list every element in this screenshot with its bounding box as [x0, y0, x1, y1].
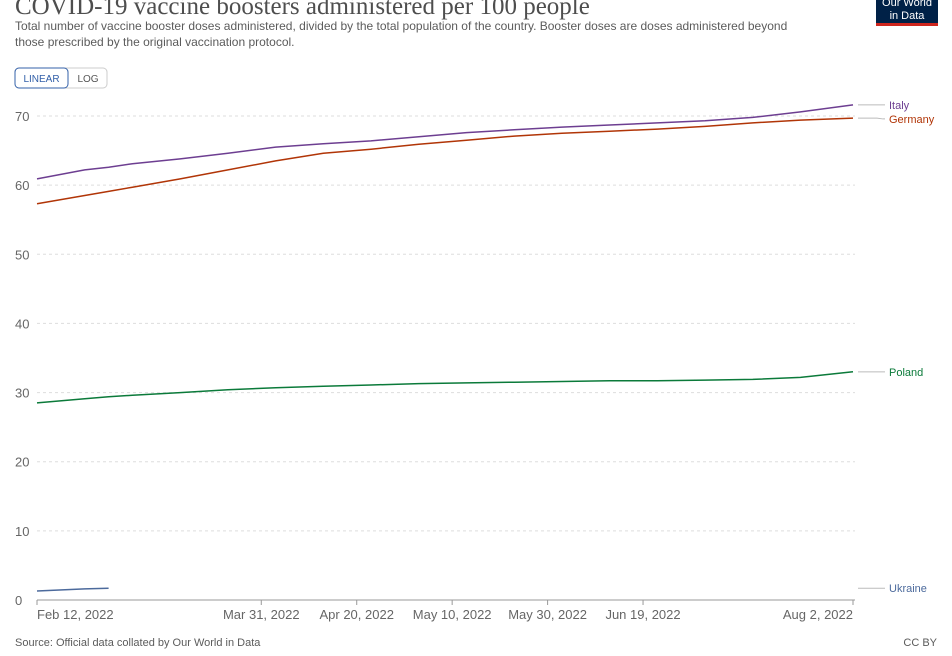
x-tick-label: Mar 31, 2022 [223, 607, 300, 622]
y-tick-label: 40 [15, 316, 29, 331]
x-tick-label: Aug 2, 2022 [783, 607, 853, 622]
y-tick-label: 20 [15, 455, 29, 470]
x-tick-label: Jun 19, 2022 [605, 607, 680, 622]
source-note: Source: Official data collated by Our Wo… [15, 637, 261, 649]
label-connector [858, 117, 885, 120]
legend-label: Italy [889, 100, 910, 112]
y-tick-label: 70 [15, 109, 29, 124]
logo[interactable] [876, 0, 938, 26]
chart-subtitle: Total number of vaccine booster doses ad… [15, 19, 787, 33]
y-tick-label: 0 [15, 593, 22, 608]
license[interactable]: CC BY [903, 637, 937, 649]
legend-label: Ukraine [889, 583, 927, 595]
x-tick-label: Apr 20, 2022 [319, 607, 393, 622]
y-tick-label: 60 [15, 178, 29, 193]
scale-button-active[interactable] [14, 67, 69, 89]
series-line [36, 117, 854, 205]
y-tick-label: 30 [15, 386, 29, 401]
legend-label: Poland [889, 367, 923, 379]
series-line [36, 104, 854, 180]
x-tick-label: May 10, 2022 [413, 607, 492, 622]
series-line [36, 587, 109, 592]
y-tick-label: 10 [15, 524, 29, 539]
x-tick-label: Feb 12, 2022 [37, 607, 114, 622]
logo-stripe [876, 23, 938, 26]
chart-title: COVID-19 vaccine boosters administered p… [15, 0, 590, 20]
scale-button-label[interactable]: LINEAR [23, 74, 59, 85]
x-tick-label: May 30, 2022 [508, 607, 587, 622]
y-tick-label: 50 [15, 247, 29, 262]
logo-text: Our World [882, 0, 932, 9]
logo-text: in Data [890, 10, 926, 22]
chart-subtitle: those prescribed by the original vaccina… [15, 35, 295, 49]
scale-button-label[interactable]: LOG [77, 74, 98, 85]
series-line [36, 371, 854, 404]
legend-label: Germany [889, 114, 935, 126]
